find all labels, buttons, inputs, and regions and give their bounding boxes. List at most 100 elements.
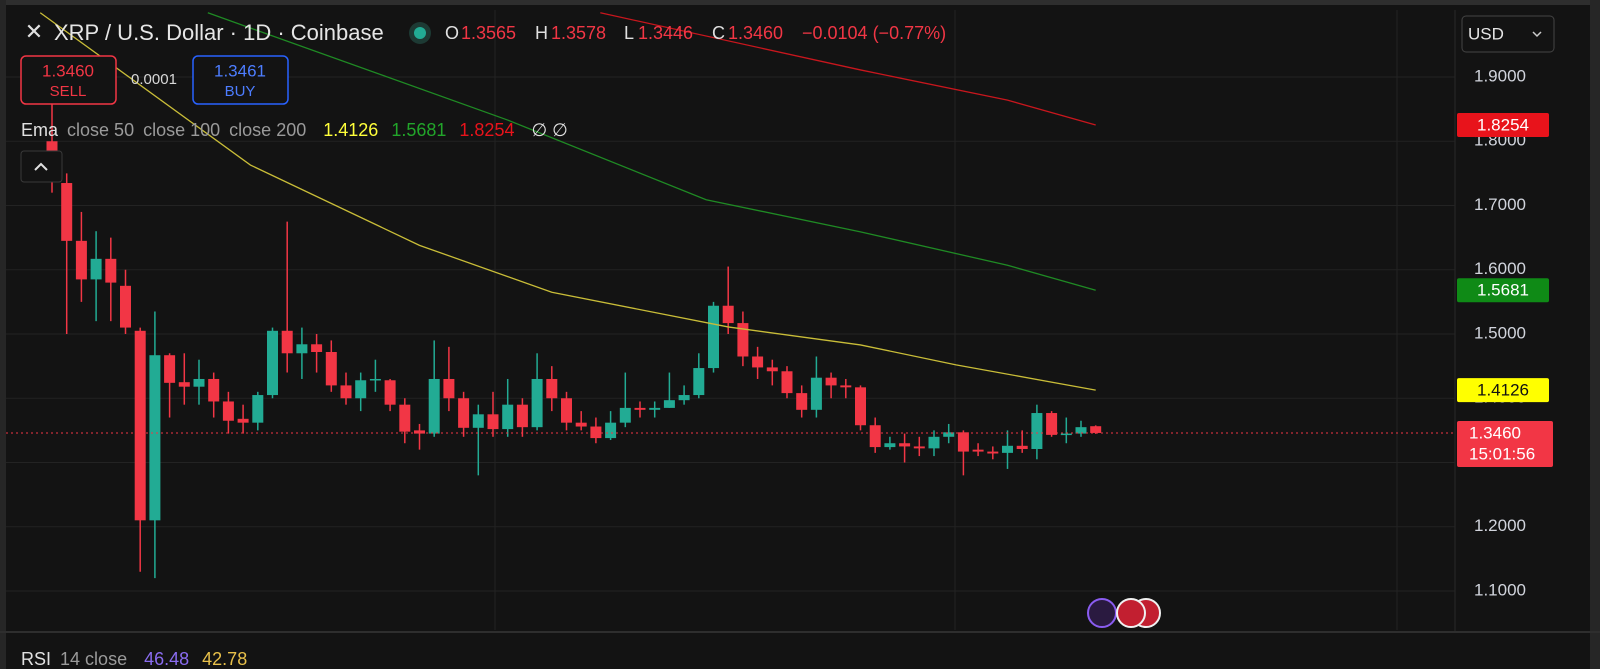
status-dot xyxy=(414,27,426,39)
ohlc-key: L xyxy=(624,23,634,43)
candle-body xyxy=(90,258,102,280)
candle-body xyxy=(472,414,484,428)
collapse-icon xyxy=(34,162,48,171)
candle-body xyxy=(355,380,367,399)
ema-badge-label: 1.4126 xyxy=(1477,381,1529,400)
candle-body xyxy=(134,330,146,521)
y-tick-label: 1.1000 xyxy=(1474,580,1526,599)
candle-body xyxy=(296,344,308,354)
candle-body xyxy=(428,378,440,434)
rsi-value: 42.78 xyxy=(202,649,247,669)
candle-body xyxy=(649,407,661,410)
candle-body xyxy=(149,355,161,521)
candle-body xyxy=(752,356,764,368)
legend-entry: close 100 xyxy=(143,120,220,140)
candle-body xyxy=(884,443,896,448)
change: −0.0104 (−0.77%) xyxy=(802,23,946,43)
candle-body xyxy=(605,422,617,439)
rsi-params: 14 close xyxy=(60,649,127,669)
candle-body xyxy=(840,385,852,388)
candle-body xyxy=(61,183,73,241)
sell-button[interactable] xyxy=(20,55,117,105)
buy-button[interactable] xyxy=(192,55,289,105)
candle-body xyxy=(546,378,558,399)
candle-body xyxy=(208,378,220,402)
candle-body xyxy=(237,418,249,423)
candle-body xyxy=(972,449,984,452)
ohlc-key: C xyxy=(712,23,725,43)
candle-body xyxy=(75,240,87,280)
y-tick-label: 1.6000 xyxy=(1474,259,1526,278)
candle-body xyxy=(722,305,734,324)
y-tick-label: 1.5000 xyxy=(1474,323,1526,342)
candle-body xyxy=(1075,427,1087,434)
candle-body xyxy=(619,407,631,423)
candle-body xyxy=(267,330,278,396)
candle-body xyxy=(957,432,969,452)
candle-body xyxy=(443,378,455,399)
candle-body xyxy=(590,426,602,439)
candle-body xyxy=(899,443,911,447)
legend-value: 1.8254 xyxy=(459,120,514,140)
candle-body xyxy=(943,432,955,437)
indicator-name: Ema xyxy=(21,120,59,140)
event-icon[interactable] xyxy=(1087,598,1117,628)
candle-body xyxy=(222,401,234,421)
candle-body xyxy=(178,382,190,387)
indicator-legend: Ema close 50 close 100 close 200 1.4126 … xyxy=(21,120,568,140)
candle-body xyxy=(928,436,940,449)
candle-body xyxy=(781,371,793,394)
ema-line xyxy=(39,12,1096,391)
currency-select[interactable] xyxy=(1461,15,1555,53)
candle-body xyxy=(1046,413,1058,435)
price-badge-label: 1.3460 xyxy=(1469,423,1521,442)
price-badge xyxy=(1457,420,1553,467)
plot xyxy=(39,12,1102,579)
close-icon[interactable]: ✕ xyxy=(25,19,43,44)
candle-body xyxy=(105,258,117,283)
rsi-value: 46.48 xyxy=(144,649,189,669)
ohlc-value: 1.3578 xyxy=(551,23,606,43)
candle-body xyxy=(737,323,749,357)
candle-body xyxy=(1090,426,1102,433)
candle-body xyxy=(869,425,881,448)
ema-line xyxy=(600,12,1096,126)
collapse-button[interactable] xyxy=(20,150,63,183)
sell-label: SELL xyxy=(50,83,87,100)
candle-body xyxy=(120,285,131,328)
ema-badge-label: 1.8254 xyxy=(1477,115,1529,134)
rsi-legend: RSI 14 close 46.48 42.78 xyxy=(21,649,247,669)
spread: 0.0001 xyxy=(131,71,177,88)
candle-body xyxy=(252,395,264,423)
ema-badge xyxy=(1457,112,1549,137)
currency-label: USD xyxy=(1468,24,1504,43)
legend-value: 1.4126 xyxy=(323,120,378,140)
candle-body xyxy=(825,377,837,386)
grid xyxy=(6,76,1455,592)
ema-badge xyxy=(1457,378,1549,403)
legend-entry: close 200 xyxy=(229,120,306,140)
candle-body xyxy=(1060,433,1072,436)
candle-body xyxy=(561,398,572,423)
candle-body xyxy=(487,414,499,430)
candle-body xyxy=(516,404,528,428)
y-tick-label: 1.7000 xyxy=(1474,195,1526,214)
candle-body xyxy=(281,330,293,354)
ohlc-value: 1.3460 xyxy=(728,23,783,43)
candle-body xyxy=(693,368,705,396)
candle-body xyxy=(1002,445,1013,453)
candle-body xyxy=(796,393,808,410)
candle-body xyxy=(708,305,719,369)
y-tick-label: 1.2000 xyxy=(1474,516,1526,535)
price-axis: 1.10001.20001.30001.40001.50001.60001.70… xyxy=(1474,66,1526,599)
countdown: 15:01:56 xyxy=(1469,444,1535,463)
flag-icon[interactable] xyxy=(1116,598,1146,628)
candle-body xyxy=(1016,445,1028,450)
candle-body xyxy=(502,404,514,430)
ema-badge-label: 1.5681 xyxy=(1477,281,1529,300)
ohlc-key: H xyxy=(535,23,548,43)
ema-line xyxy=(207,12,1096,291)
left-edge xyxy=(0,0,6,669)
